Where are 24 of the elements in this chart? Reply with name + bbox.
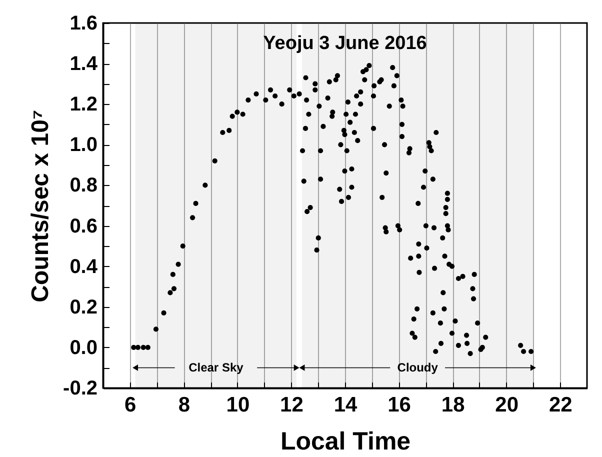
x-tick-label: 14 xyxy=(334,394,358,416)
band-label: Clear Sky xyxy=(188,360,244,375)
y-tick-label: 1.6 xyxy=(70,12,98,34)
band-label: Cloudy xyxy=(397,360,438,375)
y-tick-label: -0.2 xyxy=(63,378,98,400)
x-tick-label: 18 xyxy=(441,394,466,416)
x-tick-label: 22 xyxy=(548,394,572,416)
x-tick-label: 8 xyxy=(178,394,190,416)
x-axis-title: Local Time xyxy=(280,428,411,456)
y-tick-label: 1.4 xyxy=(70,53,98,76)
text: Yeoju 3 June 2016 xyxy=(263,33,427,54)
x-tick-label: 16 xyxy=(388,394,411,416)
y-tick-label: 0.0 xyxy=(70,336,98,359)
y-tick-label: 1.0 xyxy=(70,134,98,156)
x-tick-label: 6 xyxy=(124,394,136,416)
y-tick-label: 0.6 xyxy=(70,215,98,238)
y-axis-title: Counts/sec x 10⁷ xyxy=(27,110,54,302)
y-tick-label: 1.2 xyxy=(70,94,98,116)
y-tick-label: 0.8 xyxy=(70,174,98,197)
y-tick-label: 0.2 xyxy=(70,296,98,318)
x-tick-label: 12 xyxy=(280,394,304,416)
x-tick-label: 20 xyxy=(495,394,519,416)
y-tick-label: 0.4 xyxy=(70,256,98,278)
x-tick-label: 10 xyxy=(226,394,250,416)
